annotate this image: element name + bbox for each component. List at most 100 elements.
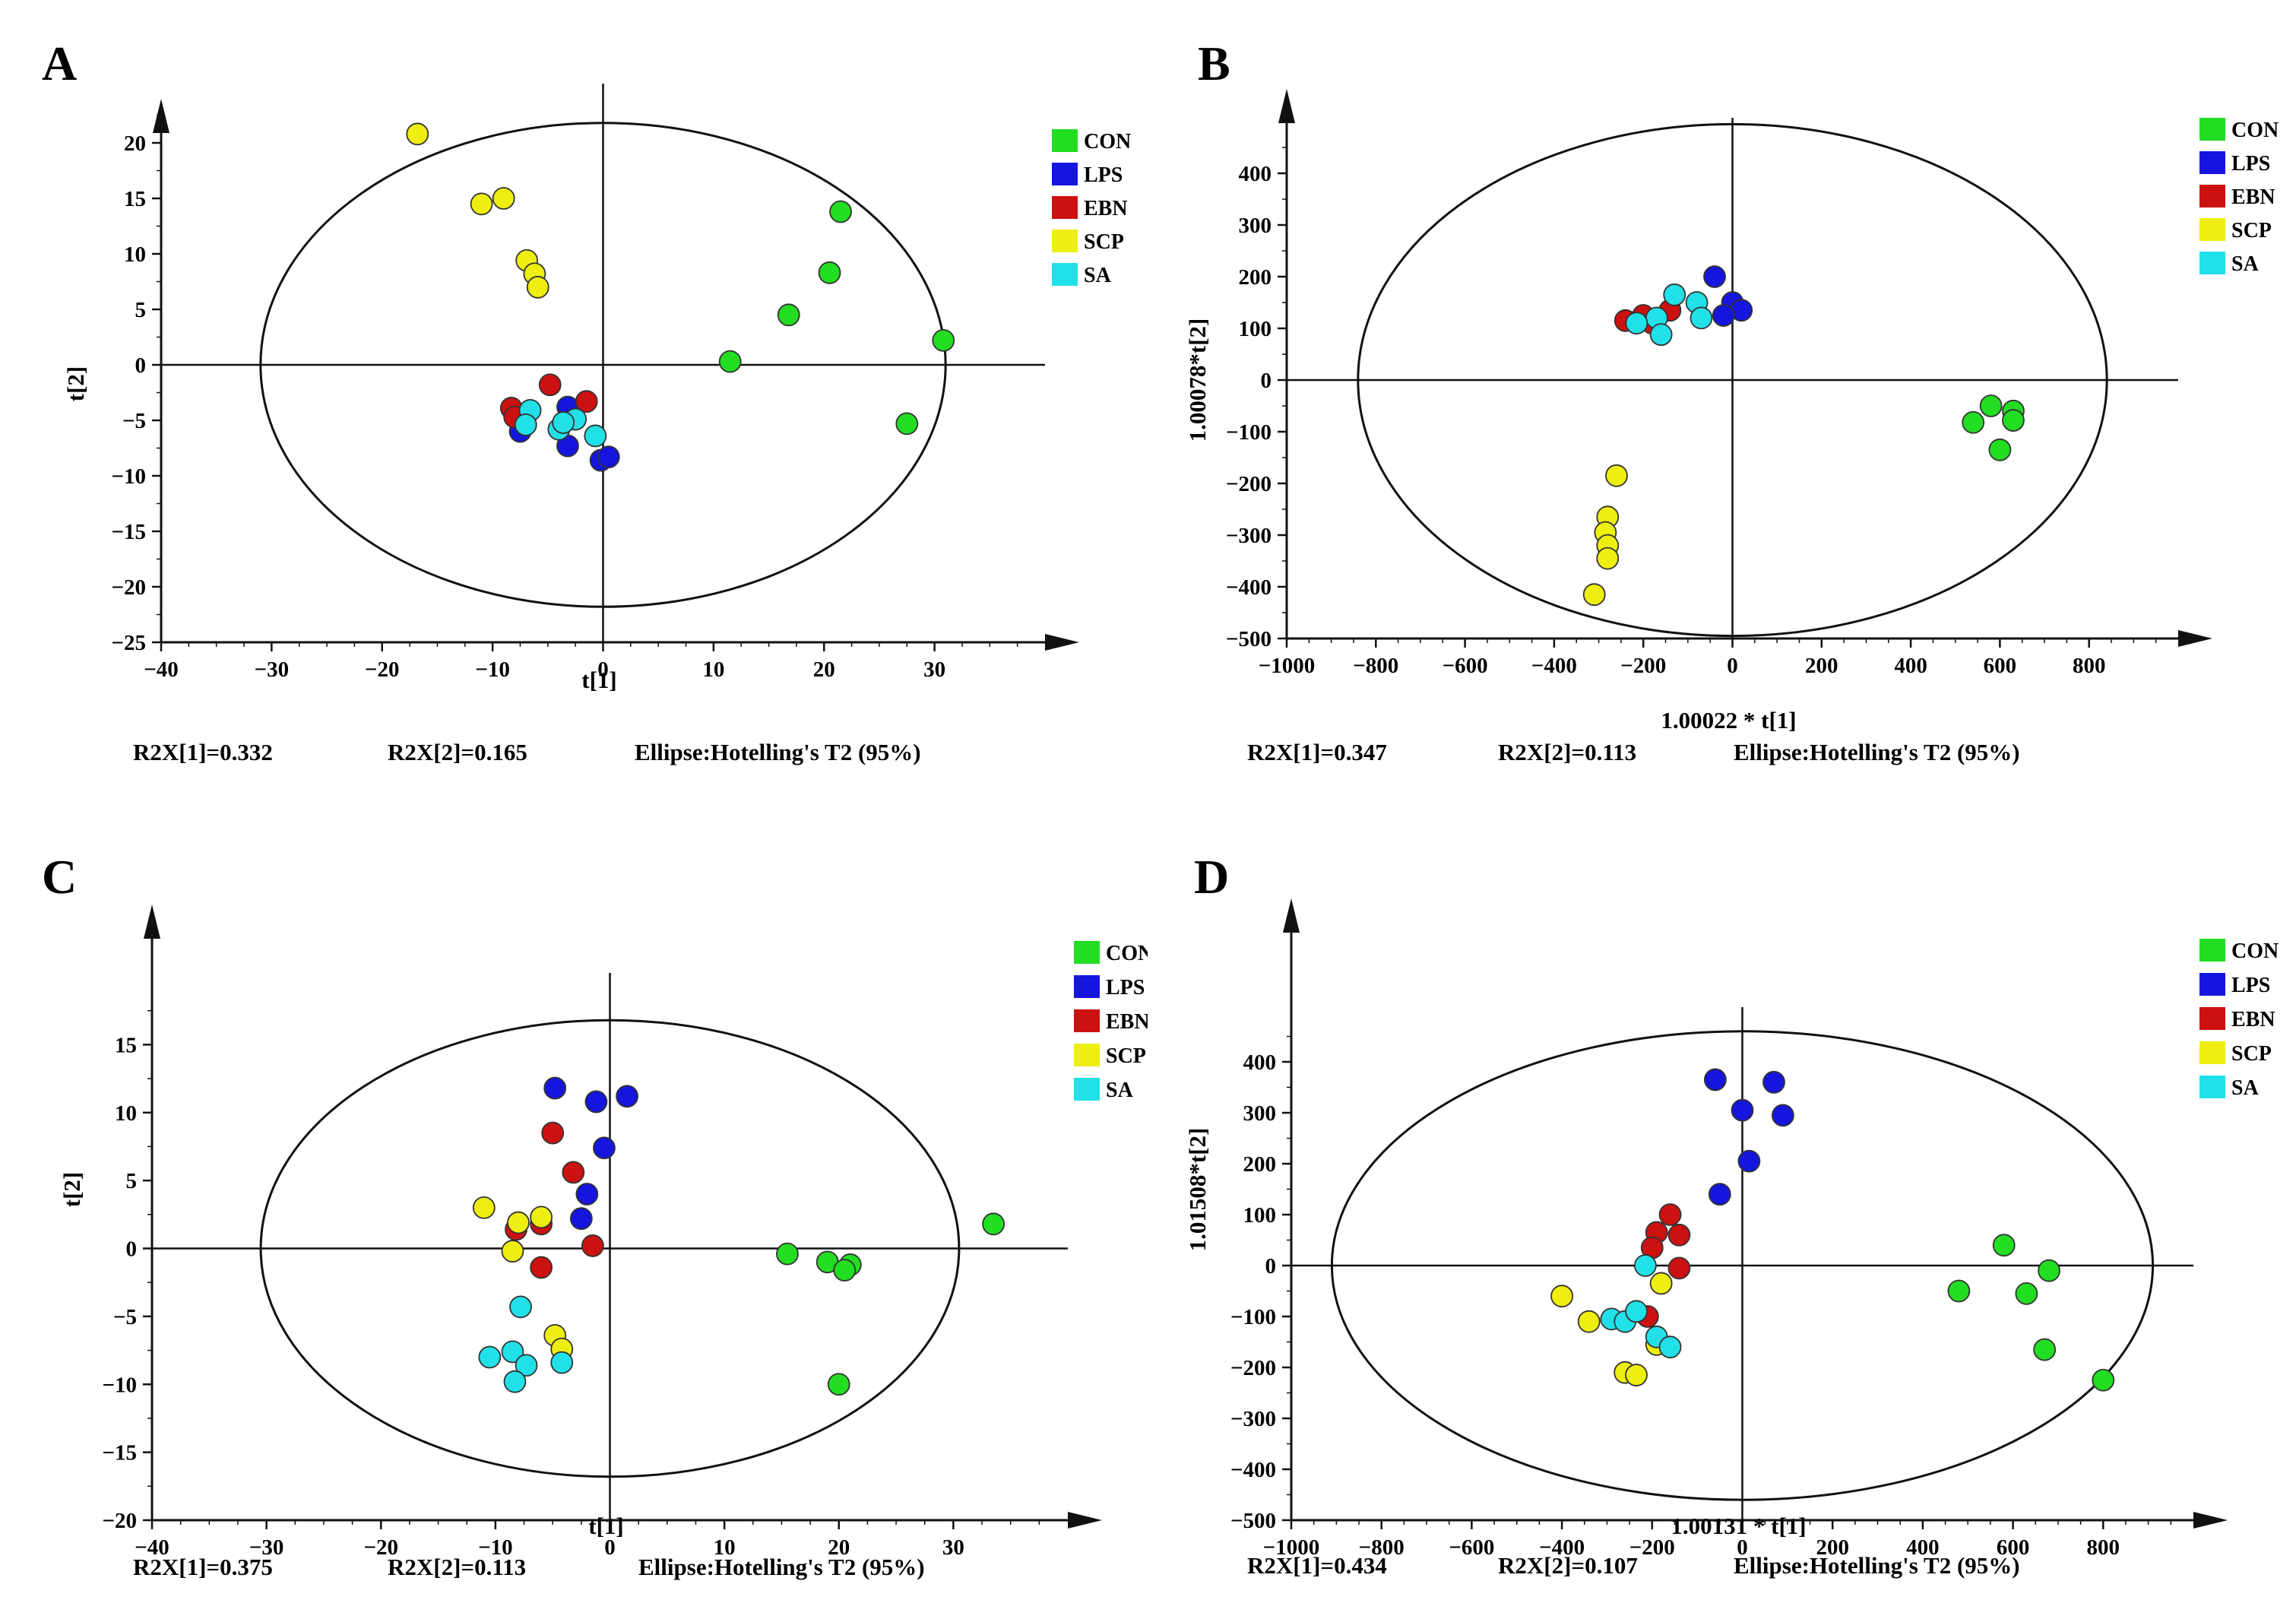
y-tick-label: −400 bbox=[1230, 1458, 1276, 1482]
y-axis-label: t[2] bbox=[59, 1172, 85, 1207]
y-tick-label: 15 bbox=[124, 187, 146, 211]
y-tick-label: 10 bbox=[124, 242, 146, 267]
y-axis-arrow bbox=[1283, 898, 1300, 933]
x-axis-label: 1.00022 * t[1] bbox=[1661, 707, 1796, 733]
x-tick-label: −40 bbox=[135, 1535, 169, 1560]
y-tick-label: −500 bbox=[1230, 1509, 1276, 1533]
x-tick-label: 0 bbox=[1737, 1535, 1748, 1560]
scatter-plot-c: C −40 −30 −20 −10 0 10 20 30 −20 −15 −10 −5 0 5 10 15 t[1… bbox=[42, 850, 1148, 1580]
x-axis-label: t[1] bbox=[581, 667, 616, 693]
data-point-con bbox=[1947, 1279, 1971, 1303]
x-tick-label: −1000 bbox=[1259, 654, 1316, 678]
data-point-sa bbox=[1625, 1300, 1648, 1323]
y-tick-label: 20 bbox=[124, 131, 146, 156]
ellipse-stat: Ellipse:Hotelling's T2 (95%) bbox=[1734, 1552, 2020, 1579]
legend-swatch-scp bbox=[1052, 230, 1078, 252]
data-point-sa bbox=[1658, 1335, 1682, 1359]
x-axis-label: t[1] bbox=[588, 1513, 623, 1539]
data-point-lps bbox=[1762, 1070, 1785, 1094]
data-point-con bbox=[777, 303, 800, 327]
y-tick-label: −300 bbox=[1230, 1407, 1276, 1431]
y-tick-label: 15 bbox=[115, 1033, 137, 1057]
r2x1-stat: R2X[1]=0.434 bbox=[1247, 1552, 1387, 1579]
data-point-ebn bbox=[530, 1256, 553, 1279]
y-tick-label: −5 bbox=[122, 409, 146, 433]
legend-swatch-scp bbox=[1074, 1044, 1100, 1066]
panel-a: A −40 −30 −20 −10 0 10 20 30 −25 −20 −15 −10 −5 0 5 10 15… bbox=[0, 0, 1148, 810]
x-tick-label: 20 bbox=[828, 1535, 850, 1560]
data-point-con bbox=[2092, 1368, 2115, 1392]
y-tick-label: −100 bbox=[1226, 420, 1272, 445]
data-point-con bbox=[2038, 1259, 2060, 1282]
panel-b: B −1000 −800 −600 −400 −200 0 200 400 600 800 −500−… bbox=[1148, 0, 2296, 810]
x-axis-arrow bbox=[2193, 1512, 2228, 1529]
legend-label-sa: SA bbox=[1106, 1079, 1134, 1102]
data-point-scp bbox=[492, 187, 515, 210]
data-point-lps bbox=[593, 1136, 616, 1160]
data-point-ebn bbox=[538, 373, 562, 397]
data-point-con bbox=[1992, 1234, 2016, 1257]
x-tick-label: 600 bbox=[1997, 1535, 2030, 1560]
data-point-con bbox=[818, 261, 841, 284]
x-tick-label: 30 bbox=[923, 657, 945, 682]
data-point-scp bbox=[1605, 464, 1628, 487]
x-tick-label: 0 bbox=[604, 1535, 616, 1560]
data-point-ebn bbox=[1667, 1223, 1691, 1247]
legend-label-lps: LPS bbox=[2231, 152, 2270, 176]
data-point-sa bbox=[503, 1370, 527, 1393]
y-tick-label: 5 bbox=[135, 298, 147, 322]
data-point-con bbox=[2015, 1282, 2038, 1305]
x-tick-label: −400 bbox=[1531, 654, 1577, 678]
data-point-sa bbox=[515, 1354, 538, 1377]
r2x1-stat: R2X[1]=0.332 bbox=[133, 739, 273, 765]
ellipse-stat: Ellipse:Hotelling's T2 (95%) bbox=[638, 1554, 925, 1580]
data-point-sa bbox=[514, 413, 537, 436]
x-tick-label: −30 bbox=[249, 1535, 284, 1560]
y-tick-label: 400 bbox=[1239, 162, 1272, 186]
data-point-con bbox=[829, 200, 852, 223]
legend-swatch-ebn bbox=[1074, 1009, 1100, 1032]
data-point-scp bbox=[507, 1211, 530, 1234]
legend-label-lps: LPS bbox=[1106, 976, 1145, 1000]
legend-swatch-con bbox=[1074, 941, 1100, 964]
x-tick-label: −800 bbox=[1353, 654, 1398, 678]
x-tick-label: 800 bbox=[2087, 1535, 2120, 1560]
data-point-lps bbox=[1737, 1149, 1761, 1173]
x-axis-arrow bbox=[1068, 1512, 1102, 1529]
y-tick-label: −15 bbox=[111, 520, 146, 544]
data-point-scp bbox=[1550, 1285, 1573, 1308]
x-tick-label: −20 bbox=[363, 1535, 398, 1560]
data-point-lps bbox=[569, 1207, 593, 1231]
y-tick-label: 10 bbox=[115, 1101, 137, 1126]
y-tick-label: −5 bbox=[113, 1305, 137, 1329]
data-point-con bbox=[895, 412, 919, 436]
data-point-scp bbox=[530, 1206, 553, 1229]
y-tick-label: 0 bbox=[135, 353, 147, 378]
legend-label-con: CON bbox=[1106, 942, 1148, 965]
data-point-con bbox=[776, 1242, 799, 1266]
data-point-con bbox=[1979, 394, 2003, 417]
data-point-sa bbox=[552, 411, 575, 434]
data-point-con bbox=[1962, 410, 1985, 434]
data-point-con bbox=[2033, 1338, 2057, 1361]
y-tick-label: 200 bbox=[1239, 265, 1272, 290]
x-tick-label: −40 bbox=[144, 657, 179, 682]
data-point-ebn bbox=[1667, 1256, 1691, 1280]
y-tick-label: 200 bbox=[1243, 1152, 1277, 1177]
data-point-scp bbox=[526, 275, 549, 299]
panel-label: C bbox=[42, 850, 77, 904]
y-tick-label: 300 bbox=[1243, 1101, 1277, 1126]
data-point-lps bbox=[575, 1183, 599, 1206]
data-point-lps bbox=[1731, 1098, 1754, 1122]
data-point-lps bbox=[616, 1085, 638, 1108]
y-tick-label: −200 bbox=[1230, 1356, 1276, 1380]
panel-label: B bbox=[1198, 36, 1230, 90]
data-point-con bbox=[1988, 438, 2012, 461]
legend-label-con: CON bbox=[2231, 119, 2279, 142]
scatter-plot-b: B−1000 −800 −600 −400 −200 0 200 400 600 800−500−… bbox=[1184, 36, 2279, 765]
data-point-sa bbox=[501, 1340, 524, 1364]
data-point-ebn bbox=[581, 1234, 604, 1257]
x-tick-label: 20 bbox=[813, 657, 835, 682]
data-point-sa bbox=[1690, 306, 1713, 330]
panel-label: D bbox=[1194, 850, 1229, 904]
